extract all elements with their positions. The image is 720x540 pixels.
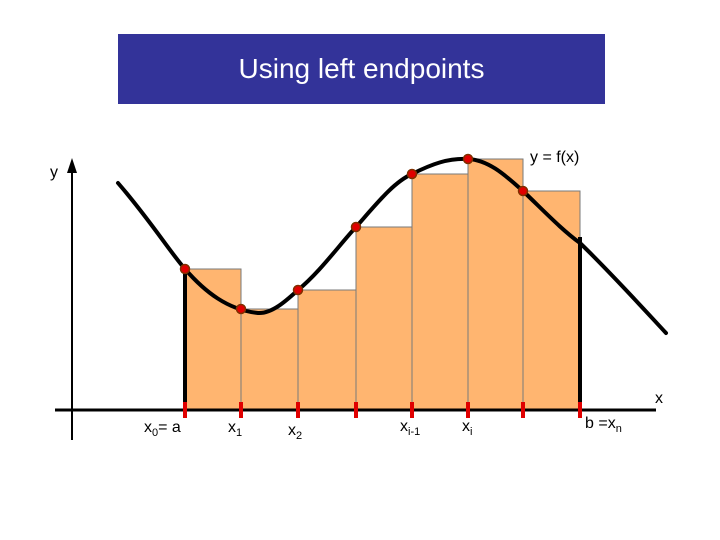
rectangle-1 <box>185 269 241 410</box>
curve-label: y = f(x) <box>530 149 579 166</box>
y-axis-arrow <box>67 158 77 173</box>
sample-point-7 <box>519 187 528 196</box>
tick-label-xi: xi <box>462 418 472 438</box>
sample-point-2 <box>237 305 246 314</box>
sample-point-4 <box>352 223 361 232</box>
tick-label-x2: x2 <box>288 422 302 442</box>
tick-label-x0: x0= a <box>144 419 181 439</box>
rectangle-6 <box>468 159 523 410</box>
rectangle-2 <box>241 309 298 410</box>
tick-label-xi-1: xi-1 <box>400 418 420 438</box>
sample-point-5 <box>408 170 417 179</box>
y-axis-label: y <box>50 164 58 181</box>
x-axis-label: x <box>655 390 663 407</box>
sample-point-3 <box>294 286 303 295</box>
rectangle-7 <box>523 191 580 410</box>
rectangle-5 <box>412 174 468 410</box>
rectangle-4 <box>356 227 412 410</box>
sample-point-1 <box>181 265 190 274</box>
sample-point-6 <box>464 155 473 164</box>
tick-label-x1: x1 <box>228 419 242 439</box>
tick-label-xn: b =xn <box>585 415 622 435</box>
rectangle-3 <box>298 290 356 410</box>
